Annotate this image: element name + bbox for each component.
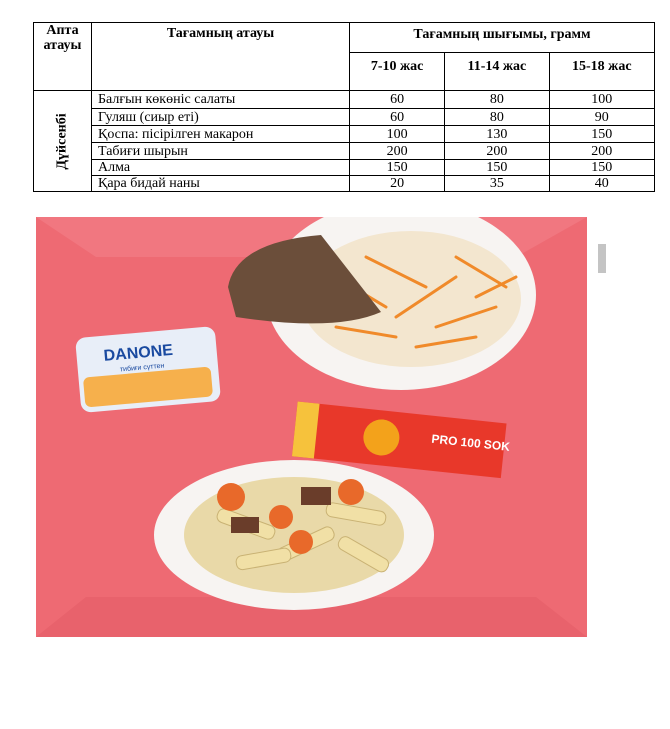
- value-cell: 150: [548, 159, 656, 176]
- value-cell: 35: [444, 175, 550, 192]
- value-cell: 200: [348, 142, 446, 160]
- value-cell: 200: [548, 142, 656, 160]
- rye-bread: [228, 235, 381, 324]
- day-cell: Дүйсенбі: [33, 90, 92, 192]
- value-cell: 80: [444, 90, 550, 109]
- dish-cell: Гуляш (сиыр еті): [91, 108, 350, 126]
- value-cell: 20: [348, 175, 446, 192]
- dish-column-header: Тағамның атауы: [91, 22, 350, 91]
- age-group-header: 11-14 жас: [444, 52, 550, 91]
- pasta-bowl: [154, 460, 434, 610]
- age-group-header: 7-10 жас: [348, 52, 446, 91]
- value-cell: 90: [548, 108, 656, 126]
- dish-cell: Қоспа: пісірілген макарон: [91, 125, 350, 143]
- value-cell: 150: [444, 159, 550, 176]
- meal-photo: DANONE тибиғи сүттен PRO 100 SOK: [36, 217, 587, 637]
- value-cell: 40: [548, 175, 656, 192]
- scrollbar-thumb[interactable]: [598, 244, 606, 273]
- value-cell: 60: [348, 90, 446, 109]
- week-column-header: Апта атауы: [33, 22, 92, 91]
- value-cell: 100: [548, 90, 656, 109]
- day-label: Дүйсенбі: [54, 112, 70, 170]
- age-group-header: 15-18 жас: [548, 52, 656, 91]
- menu-table: Апта атауы Тағамның атауы Тағамның шығым…: [33, 22, 656, 192]
- value-cell: 80: [444, 108, 550, 126]
- value-cell: 200: [444, 142, 550, 160]
- value-cell: 60: [348, 108, 446, 126]
- yogurt-label: тибиғи сүттен: [120, 362, 165, 374]
- yogurt-brand: DANONE: [103, 342, 174, 365]
- value-cell: 100: [348, 125, 446, 143]
- yield-column-header: Тағамның шығымы, грамм: [349, 22, 655, 53]
- dish-cell: Қара бидай наны: [91, 175, 350, 192]
- value-cell: 150: [348, 159, 446, 176]
- dish-cell: Балғын көкөніс салаты: [91, 90, 350, 109]
- dish-cell: Алма: [91, 159, 350, 176]
- value-cell: 150: [548, 125, 656, 143]
- value-cell: 130: [444, 125, 550, 143]
- juice-box: PRO 100 SOK: [291, 401, 511, 479]
- dish-cell: Табиғи шырын: [91, 142, 350, 160]
- yogurt-cup: DANONE тибиғи сүттен: [75, 326, 221, 413]
